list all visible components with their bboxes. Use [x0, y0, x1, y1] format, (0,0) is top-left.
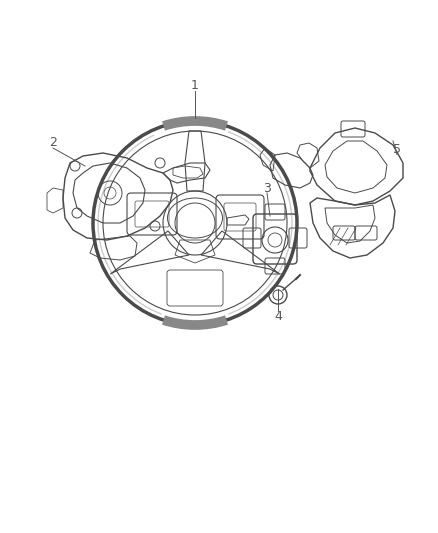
Text: 2: 2 [49, 136, 57, 149]
Text: 1: 1 [191, 79, 199, 92]
Text: 5: 5 [393, 143, 401, 156]
Text: 4: 4 [274, 311, 282, 324]
Text: 3: 3 [263, 182, 271, 195]
